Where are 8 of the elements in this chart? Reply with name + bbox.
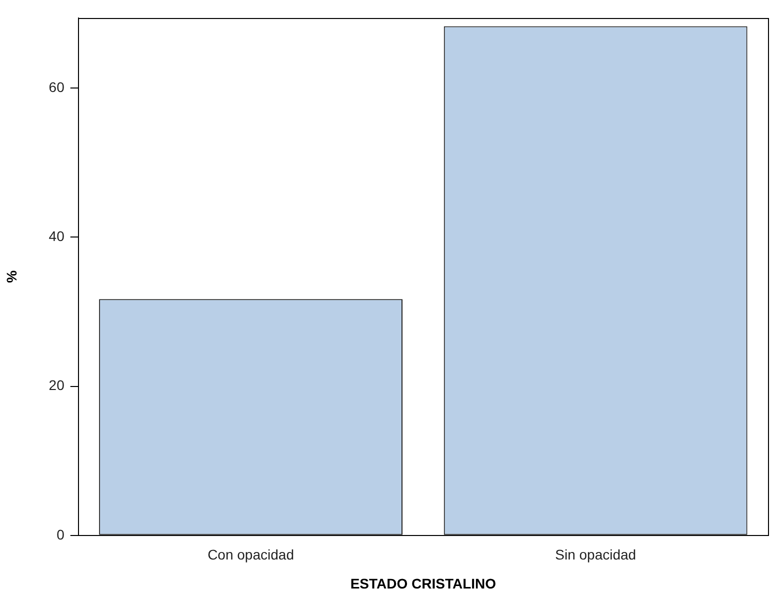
x-tick-label: Con opacidad — [208, 546, 294, 563]
y-tick-label: 60 — [48, 78, 65, 95]
x-tick-label: Sin opacidad — [555, 546, 636, 563]
y-tick-label: 0 — [56, 526, 65, 542]
x-axis-title: ESTADO CRISTALINO — [350, 575, 496, 592]
y-axis-title: % — [3, 270, 20, 283]
y-tick-label: 20 — [48, 377, 65, 394]
y-tick-label: 40 — [48, 228, 65, 244]
